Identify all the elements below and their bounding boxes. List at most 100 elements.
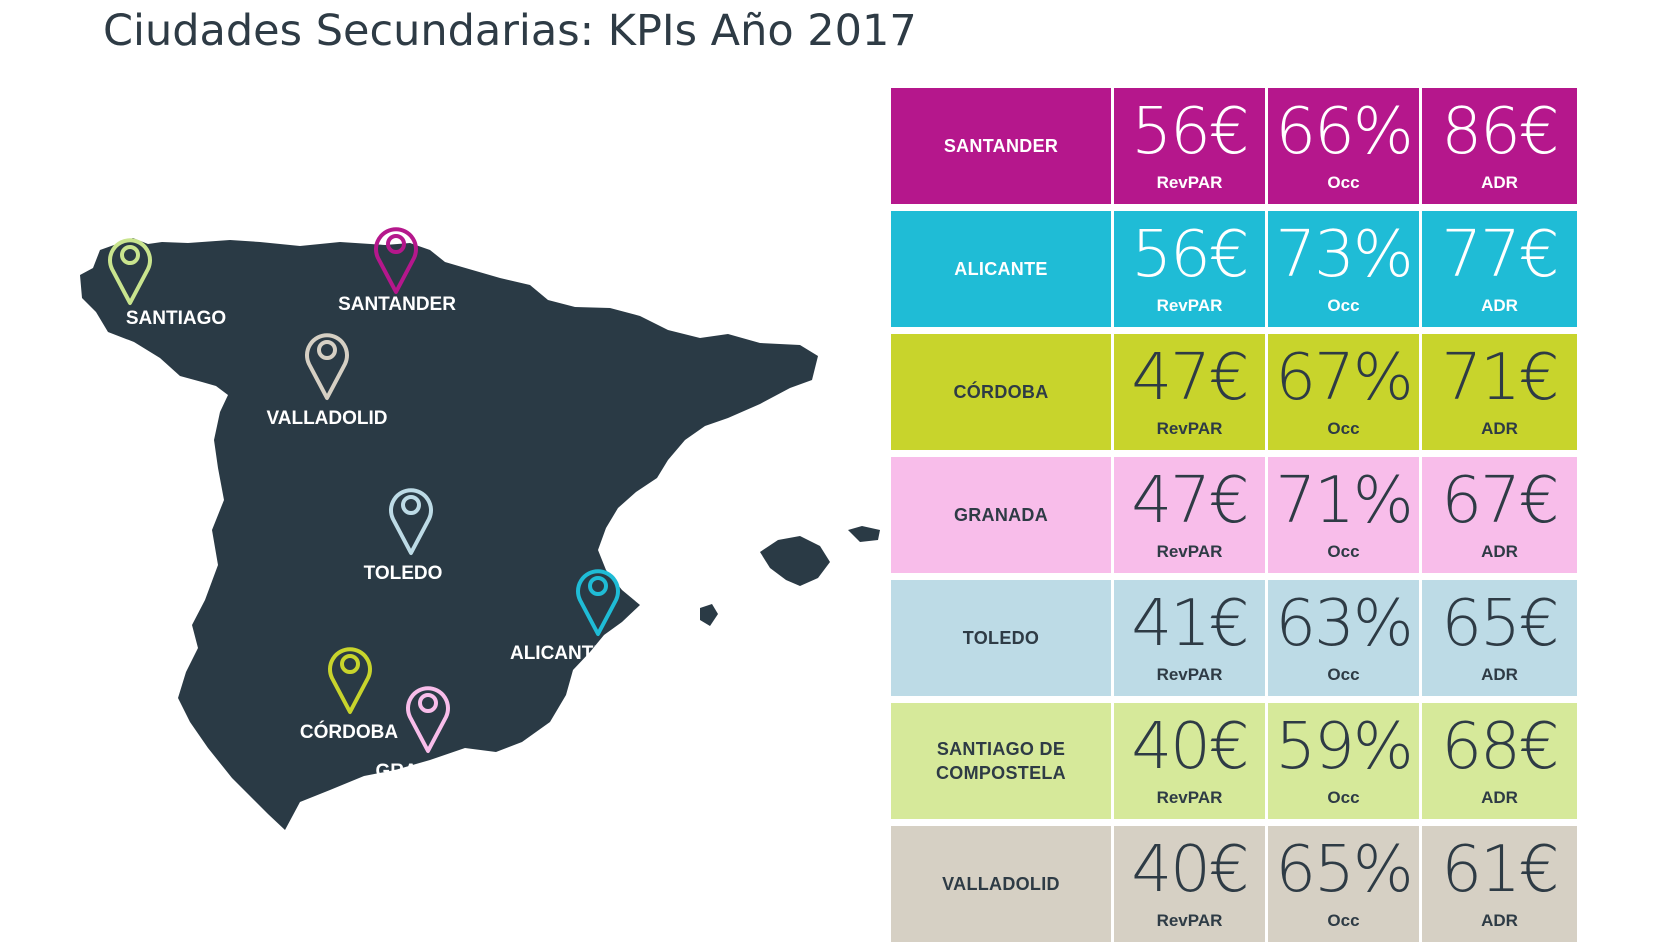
adr-value: 71€ [1441, 341, 1559, 415]
spain-silhouette [80, 238, 818, 830]
map-label-santander: SANTANDER [338, 294, 456, 315]
occ-label: Occ [1327, 542, 1360, 561]
map-label-granada: GRANADA [375, 761, 472, 782]
adr-cell: 68€ ADR [1419, 703, 1577, 819]
revpar-cell: 41€ RevPAR [1111, 580, 1265, 696]
kpi-row-santander: SANTANDER 56€ RevPAR 66% Occ 86€ ADR [891, 88, 1577, 204]
occ-value: 71% [1275, 464, 1413, 538]
kpi-row-granada: GRANADA 47€ RevPAR 71% Occ 67€ ADR [891, 457, 1577, 573]
adr-label: ADR [1481, 911, 1518, 930]
occ-label: Occ [1327, 911, 1360, 930]
occ-cell: 67% Occ [1265, 334, 1419, 450]
occ-cell: 73% Occ [1265, 211, 1419, 327]
adr-label: ADR [1481, 542, 1518, 561]
occ-cell: 63% Occ [1265, 580, 1419, 696]
revpar-cell: 47€ RevPAR [1111, 334, 1265, 450]
adr-value: 86€ [1441, 95, 1559, 169]
occ-cell: 59% Occ [1265, 703, 1419, 819]
map-pin-icon [576, 569, 620, 636]
map-pin-icon [389, 488, 433, 555]
revpar-label: RevPAR [1156, 788, 1223, 807]
revpar-label: RevPAR [1156, 911, 1223, 930]
spain-map: SANTIAGO SANTANDER VALLADOLID TOLEDO ALI… [80, 227, 880, 830]
adr-cell: 65€ ADR [1419, 580, 1577, 696]
occ-cell: 65% Occ [1265, 826, 1419, 942]
revpar-cell: 56€ RevPAR [1111, 211, 1265, 327]
city-name: GRANADA [891, 457, 1111, 573]
kpi-row-toledo: TOLEDO 41€ RevPAR 63% Occ 65€ ADR [891, 580, 1577, 696]
map-label-valladolid: VALLADOLID [266, 408, 387, 429]
adr-cell: 77€ ADR [1419, 211, 1577, 327]
occ-label: Occ [1327, 419, 1360, 438]
ibiza-island [700, 604, 718, 626]
revpar-cell: 40€ RevPAR [1111, 826, 1265, 942]
pin-santander: SANTANDER [338, 227, 456, 315]
adr-cell: 67€ ADR [1419, 457, 1577, 573]
city-name: CÓRDOBA [891, 334, 1111, 450]
adr-label: ADR [1481, 173, 1518, 192]
revpar-cell: 47€ RevPAR [1111, 457, 1265, 573]
pin-toledo: TOLEDO [364, 488, 443, 584]
adr-value: 68€ [1441, 710, 1559, 784]
kpi-row-santiago-de-compostela: SANTIAGO DE COMPOSTELA 40€ RevPAR 59% Oc… [891, 703, 1577, 819]
map-pin-icon [328, 647, 372, 714]
map-pin-icon [108, 238, 152, 305]
occ-value: 65% [1275, 833, 1413, 907]
pin-granada: GRANADA [375, 686, 473, 782]
revpar-label: RevPAR [1156, 296, 1223, 315]
occ-value: 73% [1275, 218, 1413, 292]
pin-valladolid: VALLADOLID [266, 333, 388, 429]
adr-label: ADR [1481, 788, 1518, 807]
revpar-label: RevPAR [1156, 419, 1223, 438]
map-label-alicante: ALICANTE [510, 643, 606, 664]
city-name: SANTIAGO DE COMPOSTELA [891, 703, 1111, 819]
revpar-value: 47€ [1131, 464, 1249, 538]
map-pin-icon [406, 686, 450, 753]
adr-value: 61€ [1441, 833, 1559, 907]
revpar-value: 41€ [1131, 587, 1249, 661]
occ-value: 63% [1275, 587, 1413, 661]
adr-label: ADR [1481, 419, 1518, 438]
map-pin-icon [305, 333, 349, 400]
map-label-cordoba: CÓRDOBA [300, 721, 398, 743]
map-pin-icon [374, 227, 418, 294]
occ-label: Occ [1327, 173, 1360, 192]
city-name: VALLADOLID [891, 826, 1111, 942]
revpar-value: 40€ [1131, 710, 1249, 784]
adr-cell: 86€ ADR [1419, 88, 1577, 204]
city-name: ALICANTE [891, 211, 1111, 327]
adr-cell: 71€ ADR [1419, 334, 1577, 450]
revpar-cell: 56€ RevPAR [1111, 88, 1265, 204]
occ-label: Occ [1327, 788, 1360, 807]
adr-label: ADR [1481, 296, 1518, 315]
pin-alicante: ALICANTE [510, 569, 620, 664]
occ-value: 67% [1275, 341, 1413, 415]
revpar-value: 47€ [1131, 341, 1249, 415]
map-label-santiago: SANTIAGO [126, 308, 226, 329]
occ-cell: 71% Occ [1265, 457, 1419, 573]
kpi-table: SANTANDER 56€ RevPAR 66% Occ 86€ ADR ALI… [891, 88, 1577, 942]
city-name: TOLEDO [891, 580, 1111, 696]
page-title: Ciudades Secundarias: KPIs Año 2017 [103, 6, 917, 56]
occ-cell: 66% Occ [1265, 88, 1419, 204]
adr-label: ADR [1481, 665, 1518, 684]
mallorca-island [760, 536, 830, 586]
revpar-value: 56€ [1131, 218, 1249, 292]
revpar-label: RevPAR [1156, 173, 1223, 192]
adr-value: 67€ [1441, 464, 1559, 538]
revpar-cell: 40€ RevPAR [1111, 703, 1265, 819]
kpi-row-valladolid: VALLADOLID 40€ RevPAR 65% Occ 61€ ADR [891, 826, 1577, 942]
revpar-label: RevPAR [1156, 542, 1223, 561]
revpar-value: 56€ [1131, 95, 1249, 169]
occ-label: Occ [1327, 665, 1360, 684]
adr-value: 65€ [1441, 587, 1559, 661]
occ-value: 66% [1275, 95, 1413, 169]
menorca-island [848, 526, 880, 542]
adr-cell: 61€ ADR [1419, 826, 1577, 942]
map-label-toledo: TOLEDO [364, 563, 443, 584]
occ-value: 59% [1275, 710, 1413, 784]
pin-cordoba: CÓRDOBA [300, 647, 398, 743]
kpi-row-alicante: ALICANTE 56€ RevPAR 73% Occ 77€ ADR [891, 211, 1577, 327]
kpi-row-cordoba: CÓRDOBA 47€ RevPAR 67% Occ 71€ ADR [891, 334, 1577, 450]
revpar-label: RevPAR [1156, 665, 1223, 684]
